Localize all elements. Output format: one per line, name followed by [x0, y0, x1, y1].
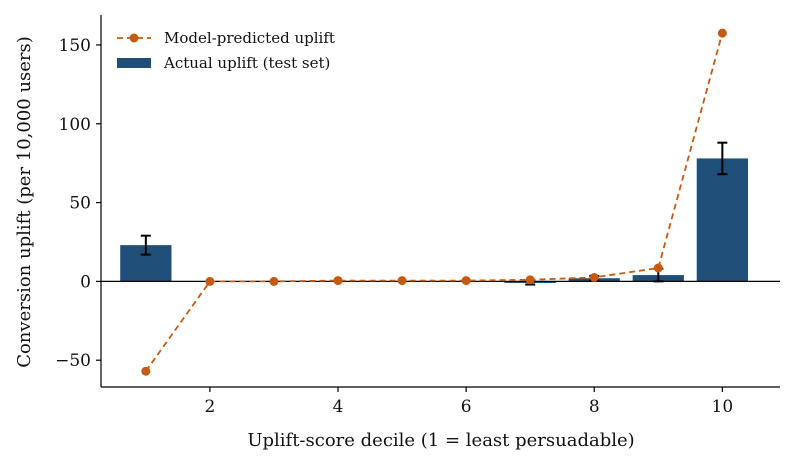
x-tick-label: 10 — [712, 397, 734, 417]
y-tick-label: 100 — [59, 115, 91, 135]
legend-label-predicted: Model-predicted uplift — [164, 29, 335, 47]
x-axis-label: Uplift-score decile (1 = least persuadab… — [247, 430, 634, 451]
legend-bar-swatch — [117, 58, 151, 68]
predicted-point-decile-1 — [141, 366, 151, 376]
bar-decile-10 — [696, 158, 748, 282]
y-tick-label: 0 — [80, 272, 91, 292]
plot-area — [101, 28, 780, 376]
predicted-point-decile-3 — [269, 276, 279, 286]
error-bar-decile-1 — [140, 234, 151, 256]
predicted-point-decile-6 — [461, 276, 471, 286]
y-tick-label: 150 — [59, 36, 91, 56]
x-axis: 2 4 6 8 10 — [101, 386, 780, 417]
y-tick-label: 50 — [69, 194, 91, 214]
x-tick-label: 8 — [589, 397, 600, 417]
predicted-point-decile-4 — [333, 276, 343, 286]
legend-marker-swatch — [129, 33, 139, 43]
predicted-point-decile-7 — [525, 275, 535, 285]
legend-item-predicted: Model-predicted uplift — [117, 29, 335, 47]
legend: Model-predicted uplift Actual uplift (tes… — [117, 29, 335, 72]
x-tick-label: 6 — [461, 397, 472, 417]
predicted-point-decile-9 — [653, 263, 663, 273]
predicted-uplift-line — [145, 32, 724, 372]
predicted-point-decile-2 — [205, 276, 215, 286]
x-tick-label: 4 — [333, 397, 344, 417]
x-tick-label: 2 — [204, 397, 215, 417]
predicted-point-decile-5 — [397, 276, 407, 286]
predicted-point-decile-8 — [589, 272, 599, 282]
y-tick-label: −50 — [55, 351, 91, 371]
y-axis-label: Conversion uplift (per 10,000 users) — [14, 36, 35, 368]
y-axis: −50 0 50 100 150 — [55, 15, 102, 387]
predicted-point-decile-10 — [717, 28, 727, 38]
legend-item-actual: Actual uplift (test set) — [117, 54, 330, 72]
error-bar-decile-10 — [717, 141, 728, 176]
legend-label-actual: Actual uplift (test set) — [163, 54, 330, 72]
